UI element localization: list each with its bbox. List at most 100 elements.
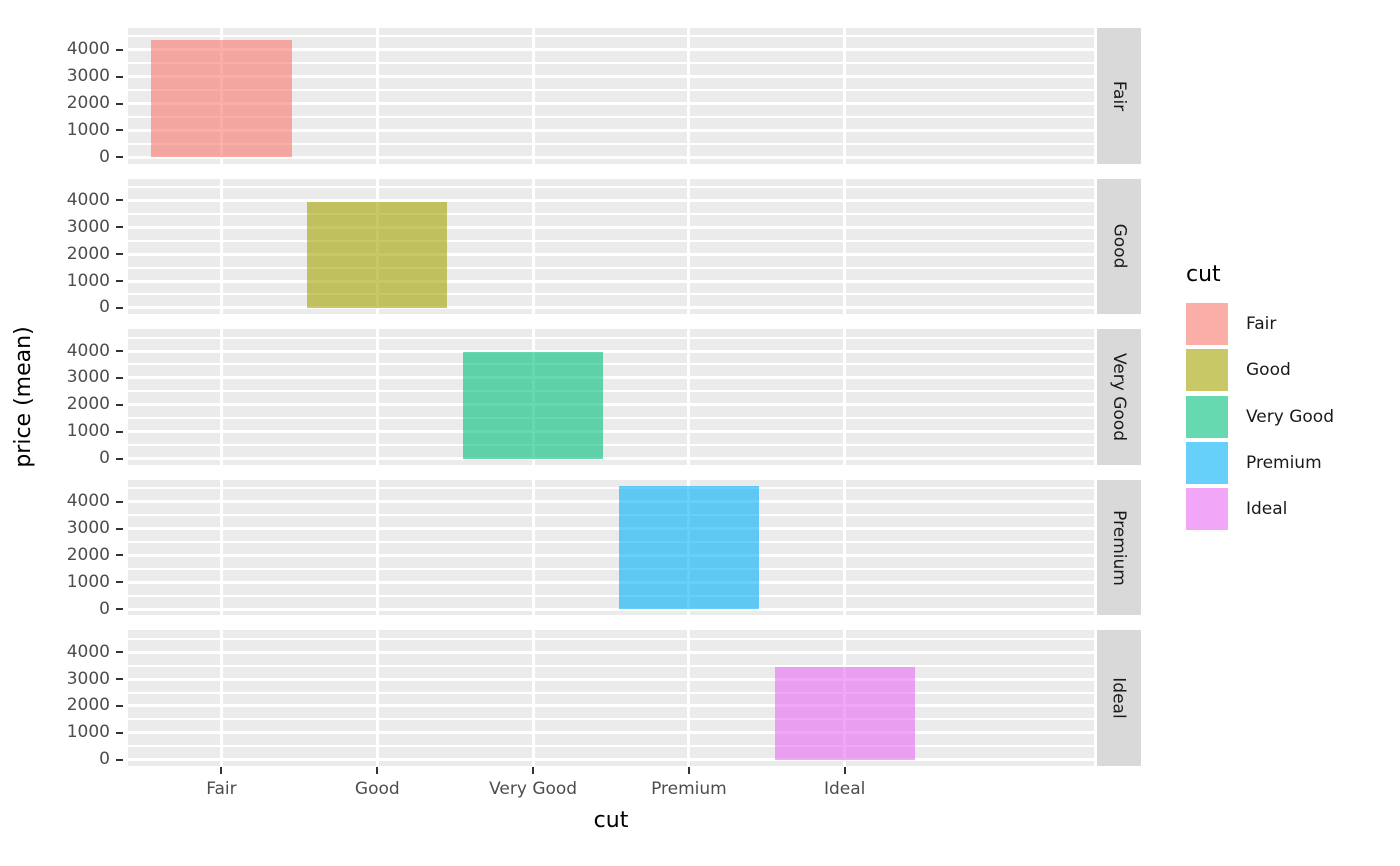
y-tick-mark-4000 [116, 651, 123, 654]
gridline-major-1000 [128, 731, 1094, 735]
gridline-minor-2500 [128, 390, 1094, 393]
gridline-major-2000 [128, 553, 1094, 557]
gridline-x-good [375, 630, 379, 766]
legend-entry-good: Good [1186, 349, 1366, 392]
facet-panel-ideal [128, 630, 1094, 766]
gridline-major-0 [128, 607, 1094, 611]
y-tick-mark-0 [116, 156, 123, 159]
gridline-x-very-good [531, 630, 535, 766]
gridline-major-3000 [128, 527, 1094, 531]
gridline-minor-500 [128, 293, 1094, 296]
gridline-minor-3500 [128, 212, 1094, 215]
legend-entry-very-good: Very Good [1186, 395, 1366, 438]
legend-title: cut [1186, 262, 1221, 287]
y-tick-label-2000: 2000 [66, 695, 110, 716]
gridline-x-premium [687, 28, 691, 164]
gridline-major-4000 [128, 650, 1094, 654]
y-tick-label-1000: 1000 [66, 722, 110, 743]
gridline-major-4000 [128, 349, 1094, 353]
y-tick-label-1000: 1000 [66, 270, 110, 291]
gridline-minor-4500 [128, 487, 1094, 490]
y-tick-mark-3000 [116, 527, 123, 530]
x-tick-label-premium: Premium [651, 779, 727, 799]
bar-good [307, 202, 448, 308]
bar-very-good [462, 351, 604, 459]
gridline-major-3000 [128, 225, 1094, 229]
facet-panel-good [128, 178, 1094, 315]
y-tick-mark-1000 [116, 129, 123, 132]
gridline-minor-4500 [128, 186, 1094, 189]
gridline-minor-2500 [128, 239, 1094, 242]
gridline-minor-4500 [128, 35, 1094, 38]
y-tick-label-1000: 1000 [66, 421, 110, 442]
facet-panel-very-good [128, 329, 1094, 465]
gridline-x-very-good [531, 479, 535, 616]
y-tick-mark-2000 [116, 704, 123, 707]
y-axis-title: price (mean) [11, 326, 36, 468]
facet-panel-fair [128, 28, 1094, 164]
gridline-major-4000 [128, 500, 1094, 504]
gridline-minor-2500 [128, 540, 1094, 543]
y-tick-mark-0 [116, 758, 123, 761]
y-tick-label-0: 0 [99, 749, 110, 770]
y-tick-label-4000: 4000 [66, 39, 110, 60]
gridline-x-very-good [531, 28, 535, 164]
y-tick-label-2000: 2000 [66, 243, 110, 264]
gridline-minor-500 [128, 142, 1094, 145]
bar-ideal [774, 666, 915, 760]
bar-fair [151, 40, 292, 158]
gridline-minor-1500 [128, 718, 1094, 721]
y-tick-label-4000: 4000 [66, 641, 110, 662]
gridline-minor-1500 [128, 417, 1094, 420]
y-tick-mark-2000 [116, 403, 123, 406]
facet-strip-label: Premium [1109, 509, 1129, 586]
legend-label-ideal: Ideal [1246, 499, 1288, 520]
y-tick-label-0: 0 [99, 598, 110, 619]
gridline-x-fair [219, 630, 223, 766]
legend-label-fair: Fair [1246, 314, 1277, 334]
gridline-x-ideal [843, 479, 847, 616]
y-tick-mark-1000 [116, 280, 123, 283]
gridline-major-2000 [128, 102, 1094, 106]
gridline-x-ideal [843, 178, 847, 315]
gridline-major-1000 [128, 279, 1094, 283]
gridline-minor-1500 [128, 266, 1094, 269]
legend-label-premium: Premium [1246, 452, 1322, 473]
gridline-major-3000 [128, 376, 1094, 380]
facet-strip-fair: Fair [1097, 28, 1141, 164]
y-tick-mark-4000 [116, 199, 123, 202]
y-tick-mark-4000 [116, 48, 123, 51]
facet-strip-premium: Premium [1097, 479, 1141, 616]
y-tick-label-0: 0 [99, 146, 110, 167]
x-tick-mark-good [376, 766, 379, 774]
x-tick-label-very-good: Very Good [489, 779, 578, 799]
legend-key-premium [1186, 441, 1228, 484]
facet-panel-premium [128, 479, 1094, 616]
gridline-minor-1500 [128, 567, 1094, 570]
legend-key-very-good [1186, 395, 1228, 438]
facet-strip-label: Fair [1108, 80, 1129, 111]
gridline-x-ideal [843, 28, 847, 164]
gridline-minor-500 [128, 444, 1094, 447]
y-tick-mark-4000 [116, 500, 123, 503]
y-tick-mark-4000 [116, 350, 123, 353]
gridline-major-0 [128, 457, 1094, 461]
gridline-minor-1500 [128, 116, 1094, 119]
y-tick-label-2000: 2000 [66, 93, 110, 114]
x-tick-label-good: Good [354, 779, 400, 799]
y-tick-label-2000: 2000 [66, 544, 110, 565]
y-tick-label-2000: 2000 [66, 394, 110, 415]
y-tick-mark-3000 [116, 226, 123, 229]
gridline-major-4000 [128, 198, 1094, 202]
gridline-major-2000 [128, 403, 1094, 407]
gridline-major-0 [128, 306, 1094, 310]
y-tick-mark-2000 [116, 102, 123, 105]
bar-premium [618, 485, 759, 610]
gridline-minor-3500 [128, 514, 1094, 517]
gridline-major-3000 [128, 75, 1094, 79]
y-tick-mark-3000 [116, 376, 123, 379]
y-tick-label-0: 0 [99, 448, 110, 469]
y-tick-label-4000: 4000 [66, 491, 110, 512]
gridline-minor-4500 [128, 637, 1094, 640]
